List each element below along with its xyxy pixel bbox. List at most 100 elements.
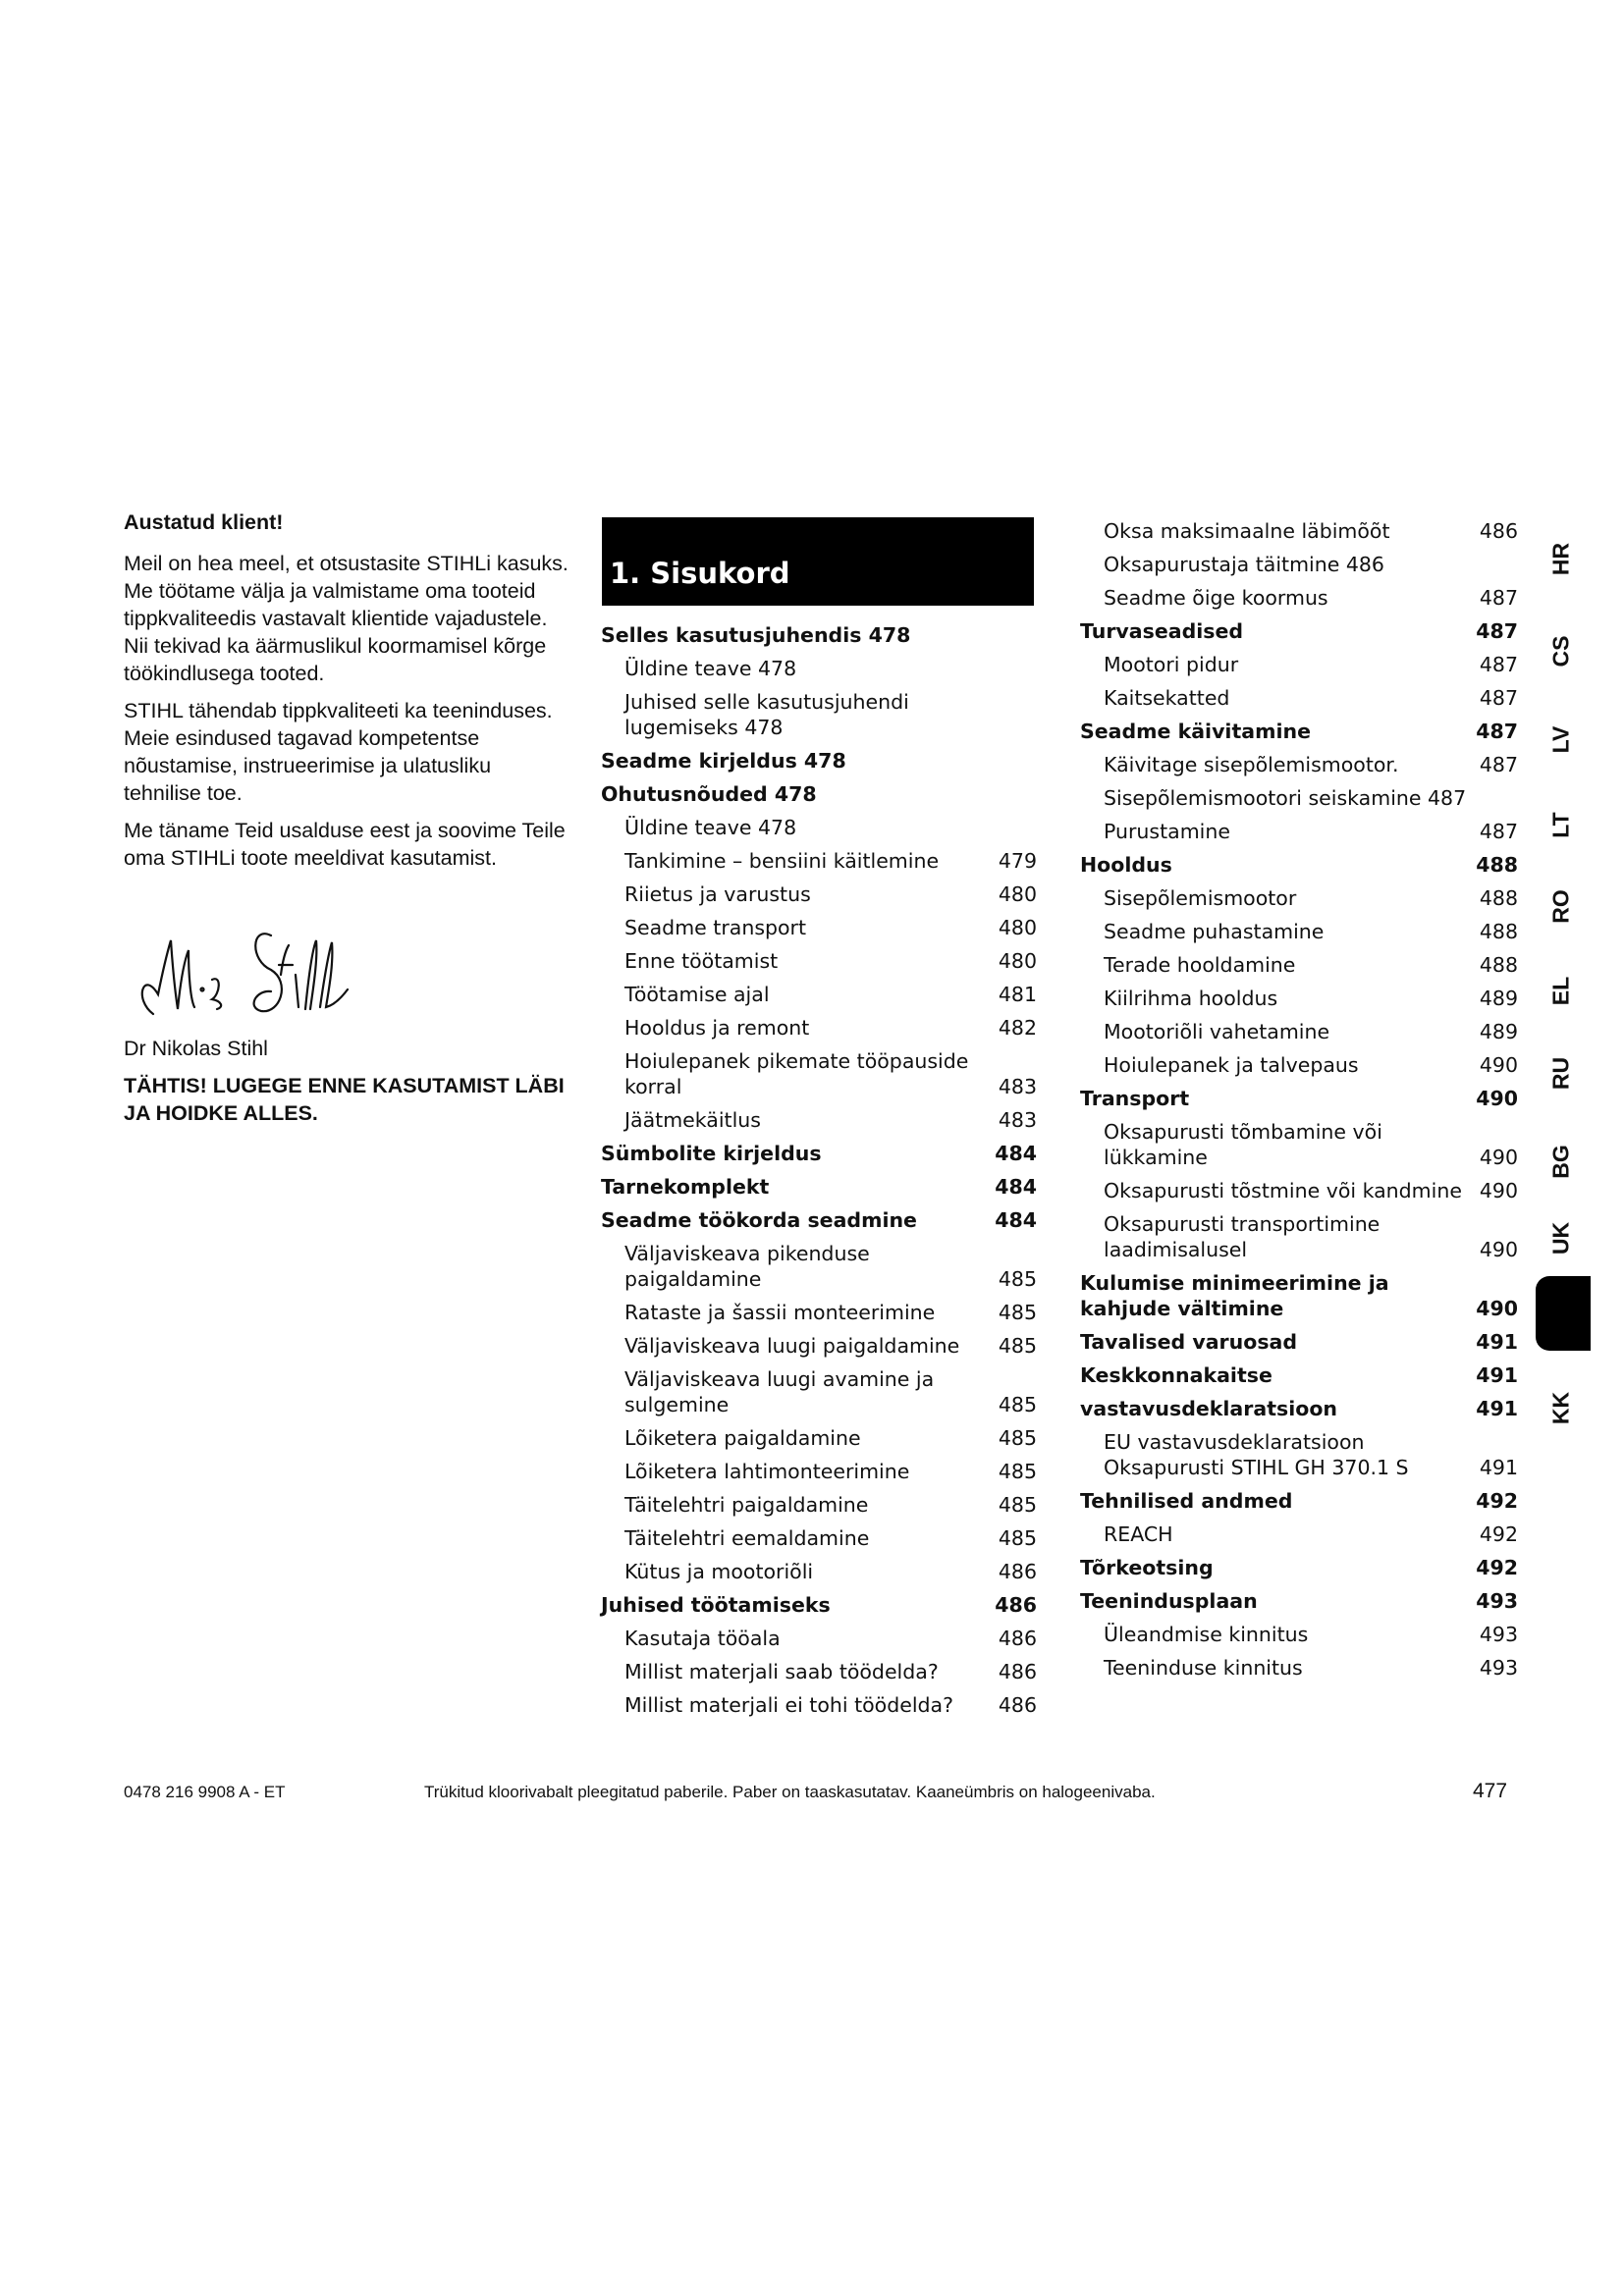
toc-entry-title: Mootoriõli vahetamine bbox=[1104, 1020, 1330, 1043]
toc-entry-title: Enne töötamist bbox=[624, 949, 779, 973]
toc-entry-title: Tarnekomplekt bbox=[601, 1175, 770, 1199]
toc-entry[interactable]: Oksapurusti tõstmine või kandmine 490 bbox=[1080, 1174, 1518, 1207]
document-code: 0478 216 9908 A - ET bbox=[124, 1783, 286, 1801]
toc-entry[interactable]: Jäätmekäitlus 483 bbox=[601, 1103, 1037, 1137]
toc-entry[interactable]: Üleandmise kinnitus 493 bbox=[1080, 1618, 1518, 1651]
toc-entry[interactable]: Käivitage sisepõlemismootor. 487 bbox=[1080, 748, 1518, 781]
language-tab-uk[interactable]: UK bbox=[1547, 1221, 1574, 1255]
toc-entry[interactable]: Kiilrihma hooldus 489 bbox=[1080, 982, 1518, 1015]
toc-entry-title: Hooldus bbox=[1080, 853, 1172, 877]
toc-entry-page: 480 bbox=[998, 882, 1037, 906]
toc-entry[interactable]: Väljaviskeava luugi paigaldamine 485 bbox=[601, 1329, 1037, 1362]
language-tab-ru[interactable]: RU bbox=[1547, 1056, 1574, 1091]
toc-entry[interactable]: Oksapurusti transportimine laadimisaluse… bbox=[1080, 1207, 1518, 1266]
toc-entry[interactable]: Hooldus 488 bbox=[1080, 848, 1518, 881]
toc-entry-title: Teeninduse kinnitus bbox=[1104, 1656, 1303, 1680]
toc-entry[interactable]: Seadme käivitamine 487 bbox=[1080, 715, 1518, 748]
toc-entry[interactable]: Teenindusplaan 493 bbox=[1080, 1584, 1518, 1618]
language-tab-lt[interactable]: LT bbox=[1547, 812, 1574, 838]
toc-entry[interactable]: Riietus ja varustus 480 bbox=[601, 878, 1037, 911]
toc-entry[interactable]: Tehnilised andmed 492 bbox=[1080, 1484, 1518, 1518]
toc-entry[interactable]: Väljaviskeava luugi avamine ja sulgemine… bbox=[601, 1362, 1037, 1421]
toc-entry-page: 488 bbox=[1479, 953, 1518, 977]
language-tab-el[interactable]: EL bbox=[1547, 976, 1574, 1006]
toc-entry[interactable]: Lõiketera paigaldamine 485 bbox=[601, 1421, 1037, 1455]
language-tab-kk[interactable]: KK bbox=[1547, 1391, 1574, 1425]
language-tab-bg[interactable]: BG bbox=[1547, 1145, 1574, 1179]
toc-entry[interactable]: Töötamise ajal 481 bbox=[601, 978, 1037, 1011]
toc-entry[interactable]: Millist materjali ei tohi töödelda? 486 bbox=[601, 1688, 1037, 1722]
toc-entry[interactable]: Üldine teave 478 bbox=[601, 652, 1037, 685]
toc-entry[interactable]: Sisepõlemismootor 488 bbox=[1080, 881, 1518, 915]
toc-entry[interactable]: Purustamine 487 bbox=[1080, 815, 1518, 848]
toc-entry[interactable]: Oksapurustaja täitmine 486 bbox=[1080, 548, 1518, 581]
toc-entry[interactable]: Oksa maksimaalne läbimõõt 486 bbox=[1080, 514, 1518, 548]
toc-entry-title: Rataste ja šassii monteerimine bbox=[624, 1301, 936, 1324]
toc-entry[interactable]: Tõrkeotsing 492 bbox=[1080, 1551, 1518, 1584]
toc-entry[interactable]: Selles kasutusjuhendis 478 bbox=[601, 618, 1037, 652]
toc-entry[interactable]: Väljaviskeava pikenduse paigaldamine 485 bbox=[601, 1237, 1037, 1296]
toc-entry[interactable]: Hoiulepanek pikemate tööpauside korral 48… bbox=[601, 1044, 1037, 1103]
toc-entry[interactable]: Seadme puhastamine 488 bbox=[1080, 915, 1518, 948]
toc-entry-page: 482 bbox=[998, 1016, 1037, 1040]
toc-entry[interactable]: Ohutusnõuded 478 bbox=[601, 777, 1037, 811]
toc-entry[interactable]: Terade hooldamine 488 bbox=[1080, 948, 1518, 982]
toc-entry[interactable]: Seadme kirjeldus 478 bbox=[601, 744, 1037, 777]
toc-entry-title: Hoiulepanek pikemate tööpauside korral bbox=[624, 1049, 969, 1098]
toc-entry[interactable]: Üldine teave 478 bbox=[601, 811, 1037, 844]
toc-entry[interactable]: Tankimine – bensiini käitlemine 479 bbox=[601, 844, 1037, 878]
toc-entry[interactable]: REACH 492 bbox=[1080, 1518, 1518, 1551]
toc-entry[interactable]: Millist materjali saab töödelda? 486 bbox=[601, 1655, 1037, 1688]
language-tab-lv[interactable]: LV bbox=[1547, 725, 1574, 754]
toc-entry[interactable]: Täitelehtri eemaldamine 485 bbox=[601, 1522, 1037, 1555]
toc-entry-title: Mootori pidur bbox=[1104, 653, 1239, 676]
toc-entry[interactable]: Hoiulepanek ja talvepaus 490 bbox=[1080, 1048, 1518, 1082]
toc-entry[interactable]: Turvaseadised 487 bbox=[1080, 614, 1518, 648]
toc-entry[interactable]: Tarnekomplekt 484 bbox=[601, 1170, 1037, 1203]
language-tab-hr[interactable]: HR bbox=[1547, 542, 1574, 576]
toc-entry-page: 489 bbox=[1479, 987, 1518, 1010]
toc-entry-page: 490 bbox=[1479, 1238, 1518, 1261]
toc-entry[interactable]: Kulumise minimeerimine ja kahjude vältim… bbox=[1080, 1266, 1518, 1325]
toc-entry[interactable]: Tavalised varuosad 491 bbox=[1080, 1325, 1518, 1359]
footer-note: Trükitud kloorivabalt pleegitatud paberi… bbox=[424, 1783, 1156, 1801]
language-tab-cs[interactable]: CS bbox=[1547, 635, 1574, 667]
toc-entry[interactable]: Rataste ja šassii monteerimine 485 bbox=[601, 1296, 1037, 1329]
toc-entry[interactable]: Juhised selle kasutusjuhendi lugemiseks … bbox=[601, 685, 1037, 744]
toc-entry-title: Juhised selle kasutusjuhendi lugemiseks … bbox=[624, 690, 909, 739]
toc-entry-title: Kaitsekatted bbox=[1104, 686, 1230, 710]
toc-entry[interactable]: Lõiketera lahtimonteerimine 485 bbox=[601, 1455, 1037, 1488]
toc-entry[interactable]: Seadme transport 480 bbox=[601, 911, 1037, 944]
toc-entry-page: 493 bbox=[1479, 1623, 1518, 1646]
toc-entry-title: Oksapurusti tõstmine või kandmine bbox=[1104, 1179, 1462, 1202]
toc-entry[interactable]: Hooldus ja remont 482 bbox=[601, 1011, 1037, 1044]
toc-entry-title: Töötamise ajal bbox=[624, 983, 770, 1006]
toc-entry[interactable]: Seadme õige koormus 487 bbox=[1080, 581, 1518, 614]
toc-entry[interactable]: Keskkonnakaitse 491 bbox=[1080, 1359, 1518, 1392]
toc-entry-page: 487 bbox=[1479, 820, 1518, 843]
toc-entry[interactable]: Oksapurusti tõmbamine või lükkamine 490 bbox=[1080, 1115, 1518, 1174]
toc-entry[interactable]: Kaitsekatted 487 bbox=[1080, 681, 1518, 715]
active-language-tab[interactable] bbox=[1536, 1276, 1591, 1351]
toc-entry-title: REACH bbox=[1104, 1522, 1173, 1546]
toc-entry[interactable]: Enne töötamist 480 bbox=[601, 944, 1037, 978]
toc-entry[interactable]: Juhised töötamiseks 486 bbox=[601, 1588, 1037, 1622]
toc-entry-title: Keskkonnakaitse bbox=[1080, 1363, 1272, 1387]
toc-entry[interactable]: Kasutaja tööala 486 bbox=[601, 1622, 1037, 1655]
toc-entry[interactable]: vastavusdeklaratsioon 491 bbox=[1080, 1392, 1518, 1425]
toc-entry[interactable]: Mootoriõli vahetamine 489 bbox=[1080, 1015, 1518, 1048]
toc-entry-page: 493 bbox=[1476, 1589, 1518, 1613]
toc-entry[interactable]: EU vastavusdeklaratsioon Oksapurusti STI… bbox=[1080, 1425, 1518, 1484]
toc-entry[interactable]: Sisepõlemismootori seiskamine 487 bbox=[1080, 781, 1518, 815]
toc-entry[interactable]: Teeninduse kinnitus 493 bbox=[1080, 1651, 1518, 1684]
toc-entry[interactable]: Seadme töökorda seadmine 484 bbox=[601, 1203, 1037, 1237]
toc-entry-page: 493 bbox=[1479, 1656, 1518, 1680]
toc-entry-page: 483 bbox=[998, 1075, 1037, 1098]
welcome-letter: Austatud klient! Meil on hea meel, et ot… bbox=[124, 508, 570, 1137]
language-tab-ro[interactable]: RO bbox=[1547, 889, 1574, 924]
toc-entry[interactable]: Mootori pidur 487 bbox=[1080, 648, 1518, 681]
toc-entry[interactable]: Täitelehtri paigaldamine 485 bbox=[601, 1488, 1037, 1522]
toc-entry[interactable]: Transport 490 bbox=[1080, 1082, 1518, 1115]
toc-entry[interactable]: Kütus ja mootoriõli 486 bbox=[601, 1555, 1037, 1588]
toc-entry[interactable]: Sümbolite kirjeldus 484 bbox=[601, 1137, 1037, 1170]
